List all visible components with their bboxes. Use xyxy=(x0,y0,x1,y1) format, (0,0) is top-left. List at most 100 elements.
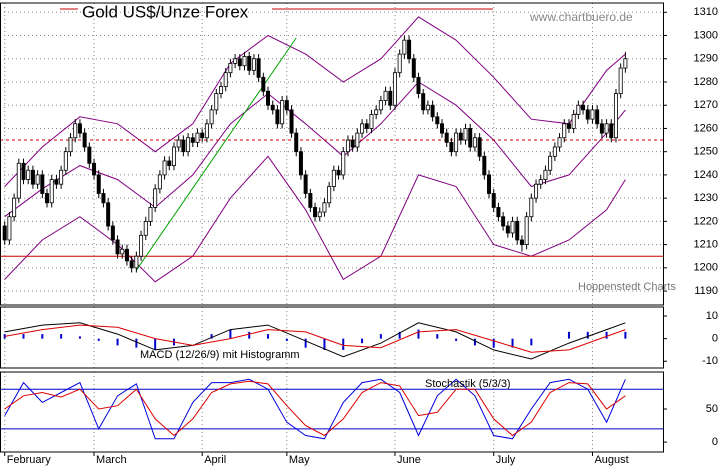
x-tick-label: February xyxy=(7,454,52,466)
candle-body xyxy=(590,109,595,120)
y-tick-label: 1240 xyxy=(694,169,718,181)
candle-body xyxy=(124,248,129,262)
y-tick-label: 1230 xyxy=(694,192,718,204)
candle-body xyxy=(143,220,148,236)
candle-body xyxy=(388,90,393,106)
candle-body xyxy=(599,123,604,134)
candle-body xyxy=(571,114,576,129)
candle-body xyxy=(49,179,54,204)
candle-body xyxy=(566,123,571,129)
candle-body xyxy=(543,169,548,180)
candle-body xyxy=(275,109,280,125)
candle-body xyxy=(364,123,369,129)
candle-body xyxy=(12,197,17,218)
credit: Hoppenstedt Charts xyxy=(578,281,676,293)
candle-body xyxy=(96,174,101,194)
macd-label: MACD (12/26/9) mit Histogramm xyxy=(140,349,300,361)
candle-body xyxy=(576,104,581,115)
candle-body xyxy=(214,93,219,111)
candle-body xyxy=(68,137,73,153)
candle-body xyxy=(463,128,468,141)
chart-title: Gold US$/Unze Forex xyxy=(82,2,249,21)
candle-body xyxy=(308,193,313,208)
candle-body xyxy=(63,151,68,171)
x-tick-label: June xyxy=(397,454,421,466)
candle-body xyxy=(204,123,209,139)
candle-body xyxy=(195,132,200,143)
y-tick-label: 1220 xyxy=(694,215,718,227)
candle-body xyxy=(26,169,31,180)
candle-body xyxy=(233,58,238,64)
candle-body xyxy=(341,151,346,176)
candle-body xyxy=(477,137,482,157)
candle-body xyxy=(77,123,82,134)
candle-body xyxy=(392,72,397,106)
candle-body xyxy=(256,58,261,78)
y-tick-label: 1290 xyxy=(694,53,718,65)
candle-body xyxy=(110,225,115,241)
candle-body xyxy=(609,123,614,139)
candle-body xyxy=(454,132,459,153)
y-tick-label: 1190 xyxy=(694,285,718,297)
y-tick-label: 1280 xyxy=(694,76,718,88)
candle-body xyxy=(435,116,440,125)
candle-body xyxy=(73,123,78,139)
macd-line xyxy=(4,322,626,360)
panel-frame xyxy=(0,2,664,306)
candle-body xyxy=(360,123,365,134)
candle-body xyxy=(336,169,341,176)
candle-body xyxy=(92,162,97,176)
candle-body xyxy=(581,104,586,111)
stochastic-line xyxy=(4,380,626,437)
trend-line xyxy=(135,37,297,271)
candle-body xyxy=(331,169,336,187)
candle-body xyxy=(585,109,590,120)
candle-body xyxy=(557,137,562,148)
candle-body xyxy=(280,100,285,125)
candle-body xyxy=(153,188,158,208)
stochastic-line xyxy=(4,378,626,440)
candle-body xyxy=(472,137,477,148)
candle-body xyxy=(618,67,623,94)
y-tick-label: 1270 xyxy=(694,99,718,111)
candle-body xyxy=(444,132,449,143)
candle-body xyxy=(129,260,134,269)
candle-body xyxy=(515,220,520,241)
candle-body xyxy=(538,179,543,185)
x-tick-label: May xyxy=(289,454,310,466)
candle-body xyxy=(251,58,256,71)
candle-body xyxy=(552,146,557,157)
candle-body xyxy=(266,90,271,106)
candle-body xyxy=(21,162,26,180)
candle-body xyxy=(322,202,327,213)
candle-body xyxy=(534,183,539,199)
candle-body xyxy=(176,139,181,148)
candle-body xyxy=(374,109,379,115)
candle-body xyxy=(439,123,444,134)
candle-body xyxy=(181,139,186,153)
source: www.chartbuero.de xyxy=(529,10,633,24)
y-tick-label: 0 xyxy=(712,436,718,448)
candle-body xyxy=(383,90,388,101)
candle-body xyxy=(247,56,252,71)
x-tick-label: August xyxy=(594,454,628,466)
candle-body xyxy=(30,169,35,185)
y-tick-label: -10 xyxy=(702,355,718,367)
candle-body xyxy=(298,151,303,176)
candle-body xyxy=(496,207,501,218)
candle-body xyxy=(228,63,233,74)
candle-body xyxy=(407,39,412,60)
x-tick-label: July xyxy=(496,454,516,466)
candle-body xyxy=(45,193,50,204)
candle-body xyxy=(87,146,92,164)
y-tick-label: 10 xyxy=(706,310,718,322)
candle-body xyxy=(106,202,111,227)
candle-body xyxy=(369,114,374,129)
candle-body xyxy=(562,123,567,139)
candle-body xyxy=(40,174,45,194)
candle-body xyxy=(491,193,496,208)
candle-body xyxy=(2,225,7,241)
candle-body xyxy=(421,93,426,111)
y-tick-label: 1310 xyxy=(694,6,718,18)
